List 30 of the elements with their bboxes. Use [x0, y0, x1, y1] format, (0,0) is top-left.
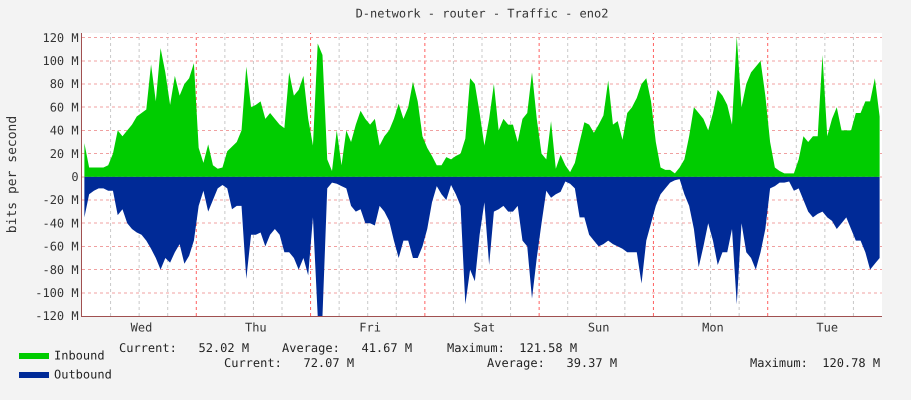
y-axis-title: bits per second: [5, 116, 20, 234]
x-tick-label: Thu: [244, 320, 267, 334]
y-tick-label: -60 M: [42, 240, 79, 254]
text: Current: 72.07 M: [224, 356, 354, 370]
text: Current: 52.02 M: [119, 341, 250, 355]
y-tick-label: 20 M: [50, 146, 79, 161]
y-tick-label: -80 M: [42, 262, 79, 277]
y-tick-label: 120 M: [42, 30, 79, 45]
x-tick-label: Mon: [702, 320, 724, 334]
x-tick-label: Fri: [359, 320, 381, 334]
text: Average: 39.37 M: [487, 356, 618, 370]
y-tick-label: -20 M: [42, 193, 79, 208]
y-tick-label: -100 M: [35, 286, 79, 300]
legend-label: Outbound: [54, 368, 112, 382]
x-tick-label: Tue: [816, 320, 838, 334]
y-tick-label: 0: [71, 170, 79, 184]
text: Maximum: 120.78 M: [750, 356, 880, 370]
x-tick-label: Sun: [588, 320, 610, 334]
y-tick-label: -120 M: [35, 309, 79, 324]
x-tick-label: Wed: [130, 320, 152, 334]
y-tick-label: -40 M: [42, 216, 79, 230]
y-tick-label: 100 M: [42, 54, 79, 68]
text: Maximum: 121.58 M: [447, 341, 578, 355]
x-tick-label: Sat: [474, 320, 496, 334]
legend-label: Inbound: [54, 348, 105, 363]
y-tick-label: 60 M: [50, 100, 79, 114]
y-tick-label: 40 M: [50, 124, 79, 138]
chart-title: D-network - router - Traffic - eno2: [356, 6, 608, 20]
text: Average: 41.67 M: [282, 341, 412, 355]
y-tick-label: 80 M: [50, 77, 79, 92]
